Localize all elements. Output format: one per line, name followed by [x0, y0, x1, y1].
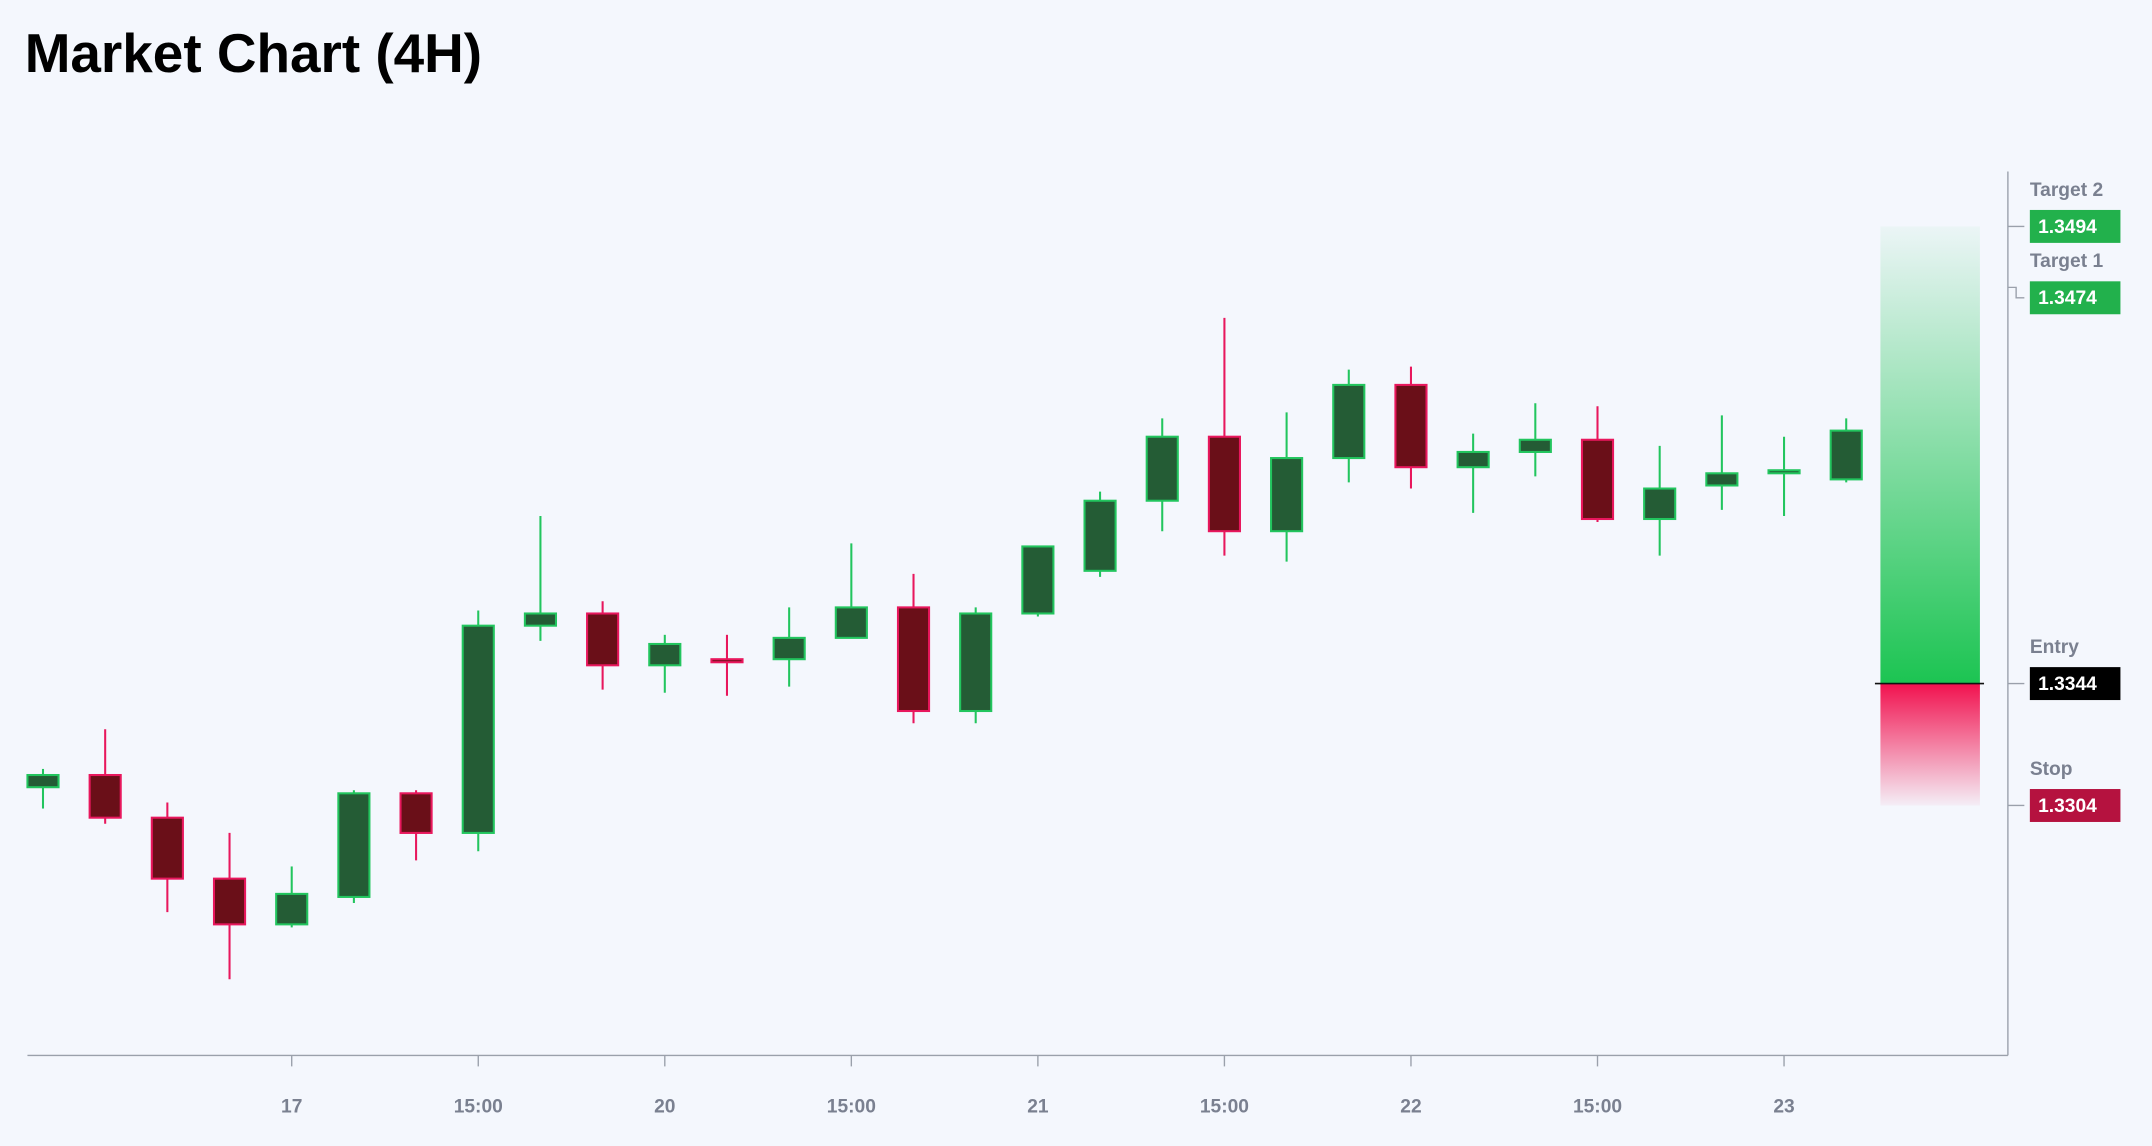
x-tick-label: 15:00	[1200, 1097, 1249, 1118]
candle-body	[337, 792, 371, 898]
x-tick-label: 15:00	[1573, 1097, 1622, 1118]
candle-body	[399, 792, 433, 834]
x-tick-label: 20	[654, 1097, 675, 1118]
profit-zone	[1880, 226, 1980, 684]
x-tick-label: 21	[1027, 1097, 1049, 1118]
candle-body	[1580, 438, 1615, 521]
candle-body	[275, 892, 309, 926]
x-tick-label: 23	[1773, 1097, 1794, 1118]
x-tick-label: 15:00	[827, 1097, 876, 1118]
level-name: Entry	[2030, 637, 2079, 658]
level-label-box	[2029, 789, 2121, 822]
level-name: Target 2	[2030, 180, 2103, 201]
candle-body	[1829, 429, 1863, 481]
candle-body	[1767, 469, 1801, 475]
level-value: 1.3474	[2038, 288, 2097, 309]
candle-body	[150, 816, 184, 880]
candle-body	[1207, 435, 1241, 533]
level-name: Target 1	[2030, 251, 2104, 272]
level-value: 1.3304	[2038, 796, 2097, 817]
x-tick-label: 17	[281, 1097, 302, 1118]
candle-body	[1518, 438, 1552, 453]
candle-body	[648, 642, 682, 667]
candle-body	[834, 606, 868, 639]
candle-body	[1083, 499, 1117, 572]
level-label-box	[2029, 209, 2121, 243]
level-tick	[2007, 286, 2025, 299]
candle-body	[523, 612, 558, 627]
candle-body	[88, 773, 122, 819]
candle-body	[26, 773, 60, 789]
candle-body	[959, 612, 993, 713]
candle-body	[710, 658, 744, 664]
chart-title: Market Chart (4H)	[25, 22, 482, 84]
candle-body	[1332, 383, 1366, 460]
candle-body	[461, 624, 495, 834]
level-value: 1.3344	[2038, 674, 2097, 695]
x-tick-label: 22	[1400, 1097, 1421, 1118]
x-tick-label: 15:00	[454, 1097, 503, 1118]
level-label-box	[2029, 667, 2121, 701]
level-name: Stop	[2030, 759, 2073, 780]
candle-body	[1270, 457, 1304, 533]
candle-body	[212, 877, 247, 926]
candle-body	[896, 606, 931, 713]
candle-body	[1021, 545, 1055, 615]
candle-body	[586, 612, 620, 667]
level-label-box	[2029, 281, 2121, 315]
candle-body	[1456, 450, 1490, 469]
candle-body	[1145, 435, 1179, 502]
level-value: 1.3494	[2038, 217, 2097, 238]
candle-body	[1394, 383, 1428, 469]
candle-body	[1643, 487, 1677, 521]
candle-body	[1705, 472, 1739, 487]
loss-zone	[1880, 683, 1980, 806]
candle-body	[772, 636, 806, 661]
